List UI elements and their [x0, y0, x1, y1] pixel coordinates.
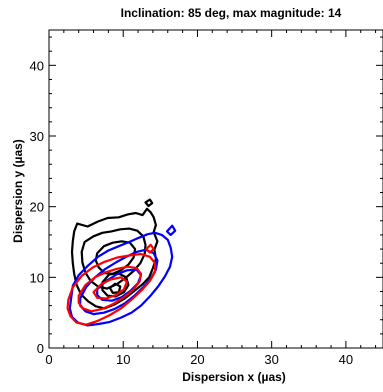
x-tick-label: 0 — [45, 352, 52, 367]
contour-layer — [66, 198, 177, 327]
contour-line-series-0-level-1 — [80, 227, 147, 290]
contour-line-series-1-level-3 — [165, 224, 177, 236]
x-tick-label: 10 — [116, 352, 130, 367]
contour-line-series-2-level-1 — [77, 265, 143, 313]
contour-line-series-0-level-5 — [144, 198, 154, 208]
y-axis-label: Dispersion y (µas) — [11, 139, 25, 243]
contour-line-series-2-level-2 — [92, 276, 128, 300]
x-tick-label: 20 — [190, 352, 204, 367]
chart-title: Inclination: 85 deg, max magnitude: 14 — [121, 6, 342, 20]
contour-line-series-0-level-4 — [108, 282, 122, 294]
contour-line-series-0-level-0 — [70, 207, 159, 310]
contour-line-series-2-level-3 — [145, 243, 155, 254]
y-tick-label: 0 — [37, 341, 44, 356]
x-axis-label: Dispersion x (µas) — [182, 370, 286, 384]
contour-line-series-0-level-2 — [94, 240, 137, 275]
contour-line-series-0-level-3 — [101, 272, 130, 298]
y-tick-label: 20 — [30, 200, 44, 215]
plot-frame — [48, 29, 383, 349]
y-tick-label: 30 — [30, 129, 44, 144]
contour-line-series-1-level-0 — [68, 231, 174, 327]
contour-line-series-2-level-0 — [66, 252, 157, 326]
y-tick-label: 40 — [30, 58, 44, 73]
x-tick-label: 30 — [264, 352, 278, 367]
axis-ticks: 0 10 20 30 40 0 10 20 30 40 — [30, 30, 383, 367]
x-tick-label: 40 — [339, 352, 353, 367]
y-tick-label: 10 — [30, 270, 44, 285]
